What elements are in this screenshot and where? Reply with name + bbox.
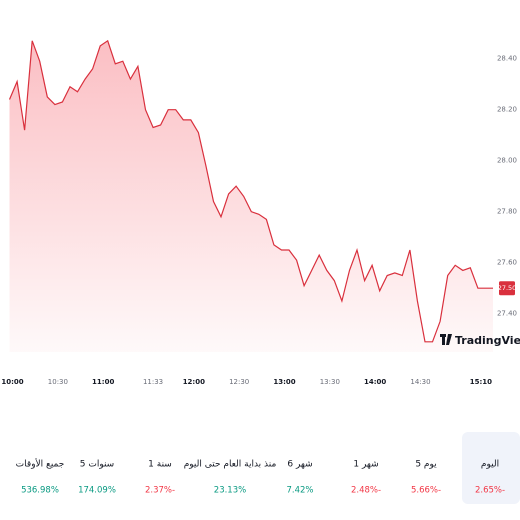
x-tick-label: 14:30	[410, 378, 430, 386]
period-label: منذ بداية العام حتى اليوم	[184, 460, 277, 470]
period-change: 2.37%-	[145, 486, 175, 496]
period-label: 5 يوم	[415, 460, 437, 470]
period-label: 1 شهر	[353, 460, 378, 470]
last-price-box	[499, 281, 515, 296]
watermark: TradingView	[455, 334, 520, 347]
period-change: 7.42%	[286, 486, 313, 496]
y-tick-label: 28.00	[497, 157, 517, 165]
x-tick-label: 13:30	[320, 378, 340, 386]
period-label: 1 سنة	[148, 460, 172, 470]
period-change: 174.09%	[78, 486, 116, 496]
x-tick-label: 11:00	[92, 378, 114, 386]
selected-period	[462, 432, 520, 504]
tv-logo	[440, 334, 452, 345]
period-change: 2.48%-	[351, 486, 381, 496]
period-label: 5 سنوات	[80, 460, 114, 470]
period-change: 23.13%	[214, 486, 246, 496]
x-tick-label: 14:00	[364, 378, 386, 386]
period-change: 536.98%	[21, 486, 59, 496]
period-change: 5.66%-	[411, 486, 441, 496]
y-tick-label: 27.40	[497, 310, 517, 318]
x-tick-label: 10:30	[48, 378, 68, 386]
x-tick-label: 10:00	[1, 378, 23, 386]
y-tick-label: 27.60	[497, 259, 517, 267]
period-change: 2.65%-	[475, 486, 505, 496]
x-tick-label: 12:00	[183, 378, 205, 386]
period-label: اليوم	[481, 460, 499, 470]
y-tick-label: 28.20	[497, 106, 517, 114]
x-tick-label: 11:33	[143, 378, 163, 386]
y-tick-label: 28.40	[497, 55, 517, 63]
x-tick-label: 15:10	[470, 378, 492, 386]
x-tick-label: 13:00	[273, 378, 295, 386]
y-tick-label: 27.80	[497, 208, 517, 216]
area-fill	[9, 40, 493, 353]
x-tick-label: 12:30	[229, 378, 249, 386]
period-label: جميع الأوقات	[16, 458, 65, 470]
last-price-label: 27.50	[498, 284, 517, 292]
period-label: 6 شهر	[287, 460, 312, 470]
price-line	[8, 39, 493, 343]
